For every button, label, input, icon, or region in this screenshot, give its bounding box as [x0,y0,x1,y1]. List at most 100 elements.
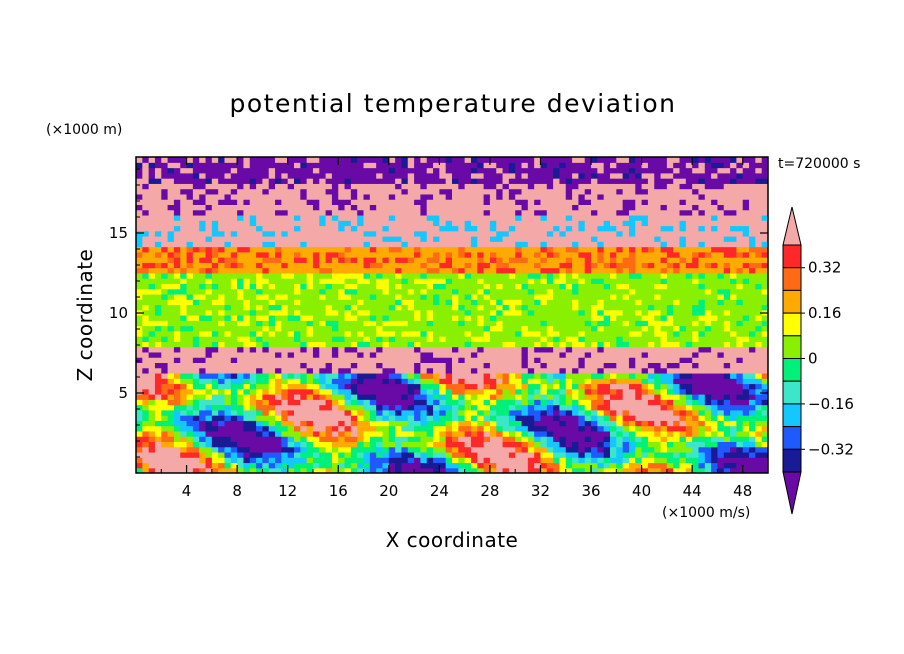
contour-cell [186,325,194,332]
contour-cell [540,451,548,458]
contour-cell [148,262,156,269]
contour-cell [445,330,453,337]
contour-cell [224,315,232,321]
contour-cell [622,378,630,385]
contour-cell [199,272,207,279]
contour-cell [224,236,232,242]
contour-cell [407,220,415,227]
contour-cell [534,399,542,406]
contour-cell [698,336,706,342]
contour-cell [281,325,289,332]
contour-cell [407,230,415,237]
contour-cell [610,257,617,263]
contour-cell [546,415,554,421]
contour-cell [572,415,579,421]
contour-cell [591,315,598,321]
contour-cell [635,283,643,290]
contour-cell [294,409,301,416]
contour-cell [591,351,598,358]
contour-cell [401,315,409,321]
contour-cell [357,425,365,432]
contour-cell [496,320,504,327]
contour-cell [717,309,725,316]
contour-cell [723,383,731,390]
contour-cell [173,209,181,216]
contour-cell [616,257,624,263]
contour-cell [736,378,744,385]
contour-cell [294,415,301,421]
contour-cell [363,378,371,385]
contour-cell [199,257,207,263]
contour-cell [527,399,535,406]
contour-cell [350,404,358,411]
contour-cell [749,304,756,311]
contour-cell [755,367,763,374]
contour-cell [363,257,371,263]
contour-cell [628,430,636,437]
contour-cell [515,367,523,374]
contour-cell [483,399,491,406]
contour-cell [211,278,219,284]
contour-cell [546,351,554,358]
contour-cell [180,388,188,395]
contour-cell [578,230,586,237]
contour-cell [230,304,238,311]
contour-cell [161,262,169,269]
contour-cell [635,441,643,448]
contour-cell [489,209,497,216]
contour-cell [635,304,643,311]
contour-cell [376,457,384,464]
contour-cell [445,309,453,316]
contour-cell [660,367,668,374]
contour-cell [559,462,567,469]
contour-cell [717,241,725,248]
contour-cell [603,451,611,458]
contour-cell [211,362,219,369]
contour-cell [717,299,725,306]
contour-cell [489,399,497,406]
contour-cell [679,420,687,427]
contour-cell [350,409,358,416]
contour-cell [565,430,573,437]
contour-cell [508,220,516,227]
contour-cell [603,372,611,379]
contour-cell [515,288,523,295]
contour-cell [218,246,226,253]
contour-cell [685,394,693,400]
contour-cell [742,293,750,300]
contour-cell [407,283,415,290]
contour-cell [136,441,143,448]
contour-cell [230,257,238,263]
contour-cell [584,257,592,263]
contour-cell [591,467,598,473]
contour-cell [540,330,548,337]
contour-cell [692,399,700,406]
contour-cell [205,378,213,385]
contour-cell [294,378,301,385]
contour-cell [420,304,428,311]
contour-cell [647,357,655,363]
contour-cell [540,272,548,279]
contour-cell [256,262,263,269]
contour-cell [692,446,700,453]
contour-cell [666,430,674,437]
contour-cell [192,346,200,353]
contour-cell [685,283,693,290]
contour-cell [186,436,194,442]
contour-cell [572,214,579,221]
contour-cell [268,251,276,258]
contour-cell [426,425,434,432]
contour-cell [591,309,598,316]
contour-cell [742,325,750,332]
contour-cell [673,441,681,448]
contour-cell [584,425,592,432]
contour-cell [673,299,681,306]
contour-cell [470,309,478,316]
contour-cell [275,425,282,432]
contour-cell [173,325,181,332]
contour-cell [287,451,295,458]
contour-cell [666,225,674,232]
contour-cell [635,278,643,284]
contour-cell [161,415,169,421]
contour-cell [268,415,276,421]
